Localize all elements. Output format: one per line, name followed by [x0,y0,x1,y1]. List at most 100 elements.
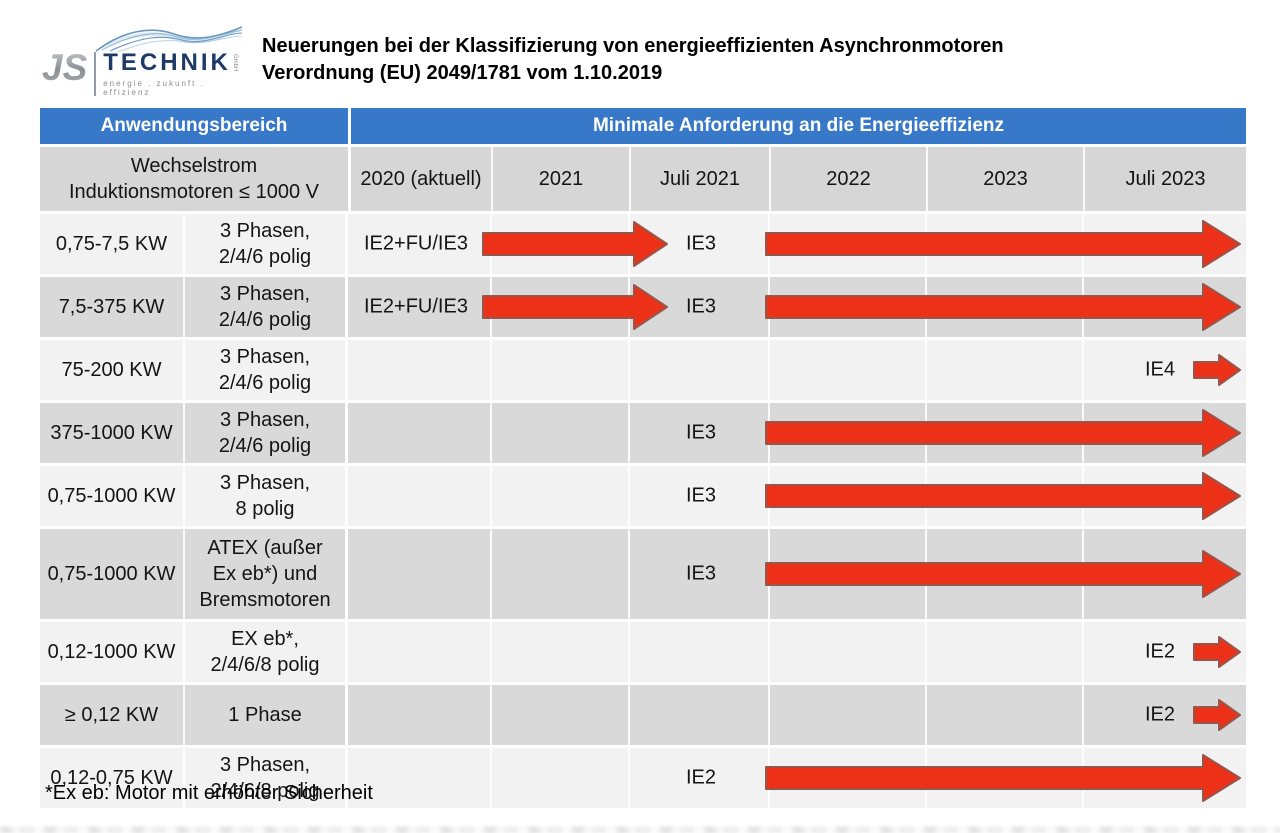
requirement-label: IE2 [686,766,717,789]
timeline-arrow-icon [1193,636,1241,668]
year-column-header: 2023 [928,147,1085,211]
requirement-label: IE2+FU/IE3 [364,295,468,318]
timeline-arrow-icon [765,472,1241,520]
header-minimale-anforderung: Minimale Anforderung an die Energieeffiz… [351,108,1246,144]
requirement-label: IE2 [1145,640,1176,663]
timeline-gridline [925,340,927,400]
logo-gmbh-text: GmbH [232,54,238,72]
year-column-header: 2021 [493,147,631,211]
motor-type-line: EX eb*, [231,628,299,650]
timeline-gridline [628,685,630,745]
timeline-gridline [490,529,492,619]
timeline-gridline [925,685,927,745]
motor-type-line: 3 Phasen, [219,472,311,494]
motor-type-cell: 3 Phasen, 8 polig [185,466,345,526]
motor-type-cell: ATEX (außer Ex eb*) und Bremsmotoren [185,529,345,619]
table-row: ≥ 0,12 KW 1 Phase IE2 [40,685,1246,745]
js-technik-logo: JS TECHNIK energie . zukunft . effizienz… [42,24,252,97]
power-range-cell: 0,12-0,75 KW [40,748,185,808]
table-row: 7,5-375 KW 3 Phasen, 2/4/6 polig IE2+FU/IE3… [40,277,1246,337]
timeline-gridline [628,748,630,808]
motor-type-cell: 3 Phasen, 2/4/6 polig [185,214,345,274]
timeline-arrow-icon [765,550,1241,598]
year-column-header: Juli 2021 [631,147,771,211]
motor-type-line: ATEX (außer [207,537,323,559]
timeline-cell: IE2 [348,622,1246,682]
table-row: 0,75-7,5 KW 3 Phasen, 2/4/6 polig IE2+FU/IE… [40,214,1246,274]
motor-type-cell: EX eb*, 2/4/6/8 polig [185,622,345,682]
timeline-cell: IE3 [348,403,1246,463]
motor-type-line: 3 Phasen, [219,220,311,242]
motor-type-line: 3 Phasen, [219,754,311,776]
logo-tagline: energie . zukunft . effizienz [103,79,205,97]
table-subheader-row: Wechselstrom Induktionsmotoren ≤ 1000 V … [40,147,1246,211]
timeline-gridline [1082,340,1084,400]
timeline-gridline [628,622,630,682]
year-column-header: 2020 (aktuell) [351,147,493,211]
table-body: 0,75-7,5 KW 3 Phasen, 2/4/6 polig IE2+FU/IE… [40,214,1246,808]
footnote: *Ex eb: Motor mit erhöhter Sicherheit [45,782,373,804]
timeline-cell: IE4 [348,340,1246,400]
motor-type-line: 2/4/6 polig [218,372,312,394]
title-line-2: Verordnung (EU) 2049/1781 vom 1.10.2019 [262,62,663,84]
timeline-gridline [490,622,492,682]
timeline-gridline [768,622,770,682]
requirement-label: IE3 [686,421,717,444]
timeline-gridline [1082,622,1084,682]
table-row: 0,12-1000 KW EX eb*, 2/4/6/8 polig IE2 [40,622,1246,682]
subheader-line-2: Induktionsmotoren ≤ 1000 V [68,181,320,203]
power-range-cell: ≥ 0,12 KW [40,685,185,745]
motor-type-line: 2/4/6/8 polig [210,780,320,802]
power-range-cell: 7,5-375 KW [40,277,185,337]
motor-category-cell: Wechselstrom Induktionsmotoren ≤ 1000 V [40,147,348,211]
timeline-arrow-icon [765,754,1241,802]
motor-type-line: Ex eb*) und [212,563,318,585]
timeline-gridline [490,685,492,745]
timeline-gridline [628,466,630,526]
timeline-gridline [490,403,492,463]
motor-type-line: 3 Phasen, [219,346,311,368]
timeline-arrow-icon [765,409,1241,457]
motor-type-line: 2/4/6 polig [218,309,312,331]
timeline-gridline [1082,685,1084,745]
requirement-label: IE3 [686,484,717,507]
table-row: 0,75-1000 KW ATEX (außer Ex eb*) und Bremsm… [40,529,1246,619]
timeline-arrow-icon [1193,354,1241,386]
timeline-gridline [768,685,770,745]
timeline-gridline [490,466,492,526]
power-range-cell: 0,12-1000 KW [40,622,185,682]
timeline-gridline [628,529,630,619]
cropped-bottom-content [0,827,1280,833]
power-range-cell: 0,75-7,5 KW [40,214,185,274]
motor-type-cell: 3 Phasen, 2/4/6 polig [185,340,345,400]
power-range-cell: 0,75-1000 KW [40,466,185,526]
motor-type-line: 3 Phasen, [219,283,311,305]
timeline-gridline [628,403,630,463]
requirement-label: IE2 [1145,703,1176,726]
timeline-cell: IE2 [348,685,1246,745]
requirement-label: IE2+FU/IE3 [364,232,468,255]
timeline-gridline [490,340,492,400]
page-title: Neuerungen bei der Klassifizierung von e… [262,33,1004,87]
motor-type-line: 2/4/6/8 polig [210,654,320,676]
motor-type-cell: 3 Phasen, 2/4/6/8 polig [185,748,345,808]
table-header-row: Anwendungsbereich Minimale Anforderung a… [40,108,1246,144]
requirement-label: IE3 [686,295,717,318]
table-row: 75-200 KW 3 Phasen, 2/4/6 polig IE4 [40,340,1246,400]
timeline-cell: IE2+FU/IE3 IE3 [348,277,1246,337]
power-range-cell: 0,75-1000 KW [40,529,185,619]
motor-type-line: 3 Phasen, [219,409,311,431]
motor-type-cell: 3 Phasen, 2/4/6 polig [185,403,345,463]
requirement-label: IE3 [686,232,717,255]
motor-type-cell: 3 Phasen, 2/4/6 polig [185,277,345,337]
classification-table: Anwendungsbereich Minimale Anforderung a… [40,108,1246,811]
subheader-line-1: Wechselstrom [130,155,258,177]
timeline-arrow-icon [765,283,1241,331]
requirement-label: IE4 [1145,358,1176,381]
timeline-cell: IE3 [348,529,1246,619]
timeline-gridline [490,748,492,808]
wave-swoosh-icon [95,26,243,53]
year-column-header: Juli 2023 [1125,167,1206,190]
power-range-cell: 75-200 KW [40,340,185,400]
